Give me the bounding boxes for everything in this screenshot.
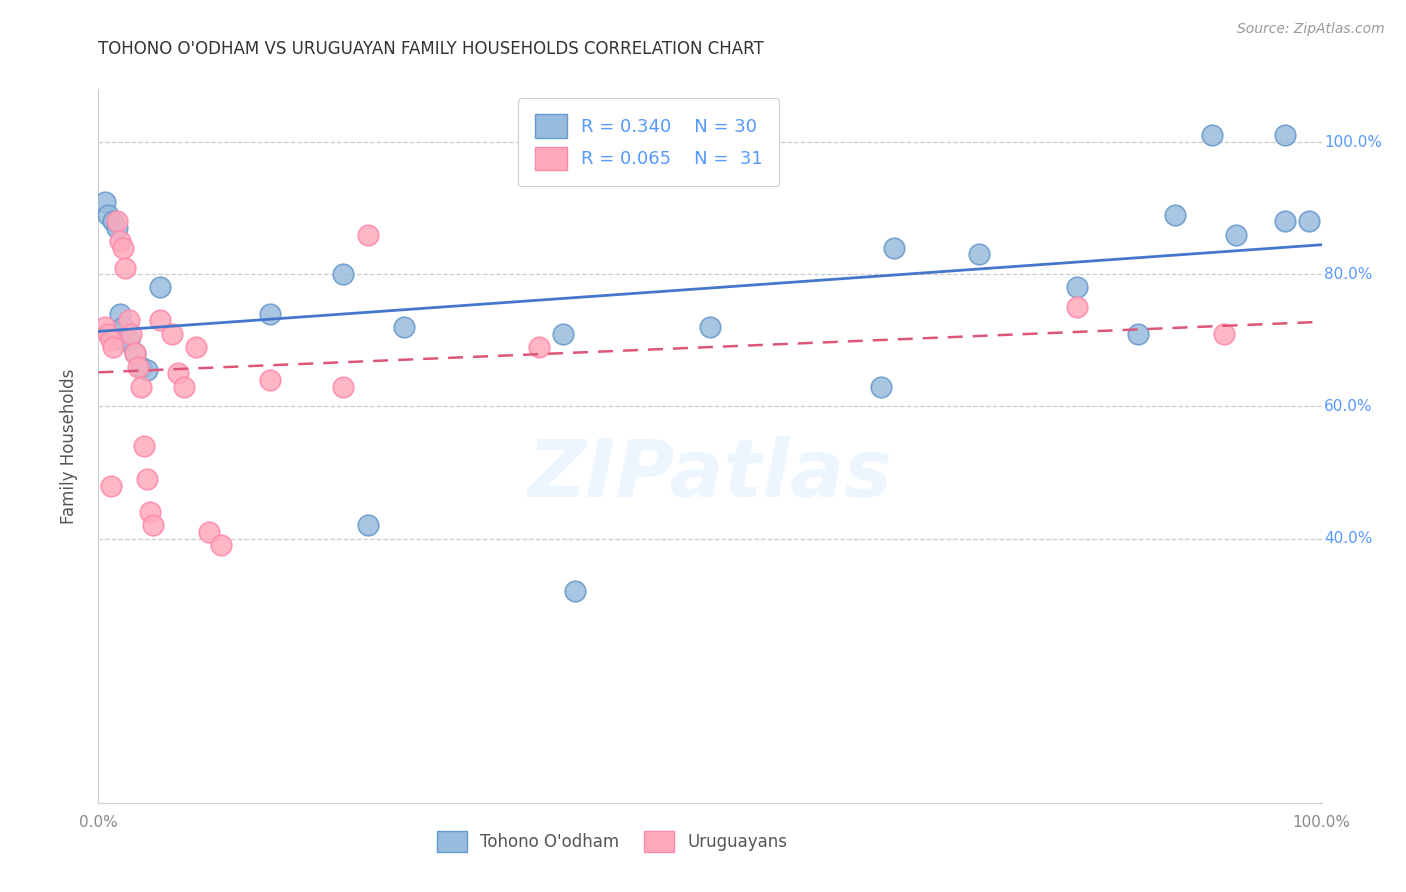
Point xyxy=(105,214,128,228)
Point xyxy=(1066,280,1088,294)
Point xyxy=(332,267,354,281)
Point xyxy=(883,241,905,255)
Point xyxy=(149,280,172,294)
Point xyxy=(356,227,378,242)
Point xyxy=(553,326,575,341)
Point xyxy=(124,346,146,360)
Point xyxy=(356,518,378,533)
Point xyxy=(101,340,124,354)
Point xyxy=(1274,214,1296,228)
Point xyxy=(132,439,155,453)
Point xyxy=(1225,227,1247,242)
Point xyxy=(111,320,134,334)
Point xyxy=(209,538,232,552)
Point xyxy=(93,194,115,209)
Point xyxy=(142,518,165,533)
Point xyxy=(97,326,120,341)
Text: 80.0%: 80.0% xyxy=(1324,267,1372,282)
Point xyxy=(332,379,354,393)
Text: ZIPatlas: ZIPatlas xyxy=(527,435,893,514)
Y-axis label: Family Households: Family Households xyxy=(59,368,77,524)
Point xyxy=(118,313,141,327)
Point xyxy=(111,333,134,347)
Point xyxy=(870,379,893,393)
Point xyxy=(186,340,208,354)
Point xyxy=(1201,128,1223,143)
Point xyxy=(110,234,132,248)
Point xyxy=(105,221,128,235)
Point xyxy=(129,379,152,393)
Point xyxy=(111,241,134,255)
Text: TOHONO O'ODHAM VS URUGUAYAN FAMILY HOUSEHOLDS CORRELATION CHART: TOHONO O'ODHAM VS URUGUAYAN FAMILY HOUSE… xyxy=(98,40,765,58)
Point xyxy=(967,247,990,261)
Text: 40.0%: 40.0% xyxy=(1324,531,1372,546)
Point xyxy=(124,346,146,360)
Point xyxy=(136,363,159,377)
Point xyxy=(1274,128,1296,143)
Point xyxy=(1212,326,1234,341)
Point xyxy=(1298,214,1320,228)
Point xyxy=(120,326,142,341)
Legend: Tohono O'odham, Uruguayans: Tohono O'odham, Uruguayans xyxy=(423,818,801,866)
Point xyxy=(527,340,550,354)
Point xyxy=(197,524,219,539)
Point xyxy=(160,326,183,341)
Point xyxy=(139,505,162,519)
Point xyxy=(114,260,136,275)
Point xyxy=(564,584,586,599)
Point xyxy=(259,373,281,387)
Point xyxy=(392,320,416,334)
Point xyxy=(173,379,195,393)
Point xyxy=(127,359,149,374)
Point xyxy=(167,367,190,381)
Point xyxy=(93,320,115,334)
Point xyxy=(136,472,159,486)
Text: 60.0%: 60.0% xyxy=(1324,399,1372,414)
Text: 100.0%: 100.0% xyxy=(1324,135,1382,150)
Point xyxy=(699,320,721,334)
Point xyxy=(110,307,132,321)
Point xyxy=(129,359,152,374)
Point xyxy=(100,478,122,492)
Point xyxy=(259,307,281,321)
Point xyxy=(97,208,120,222)
Point xyxy=(1164,208,1187,222)
Point xyxy=(100,333,122,347)
Point xyxy=(149,313,172,327)
Point xyxy=(1066,300,1088,314)
Point xyxy=(101,214,124,228)
Point xyxy=(118,333,141,347)
Text: Source: ZipAtlas.com: Source: ZipAtlas.com xyxy=(1237,22,1385,37)
Point xyxy=(1128,326,1150,341)
